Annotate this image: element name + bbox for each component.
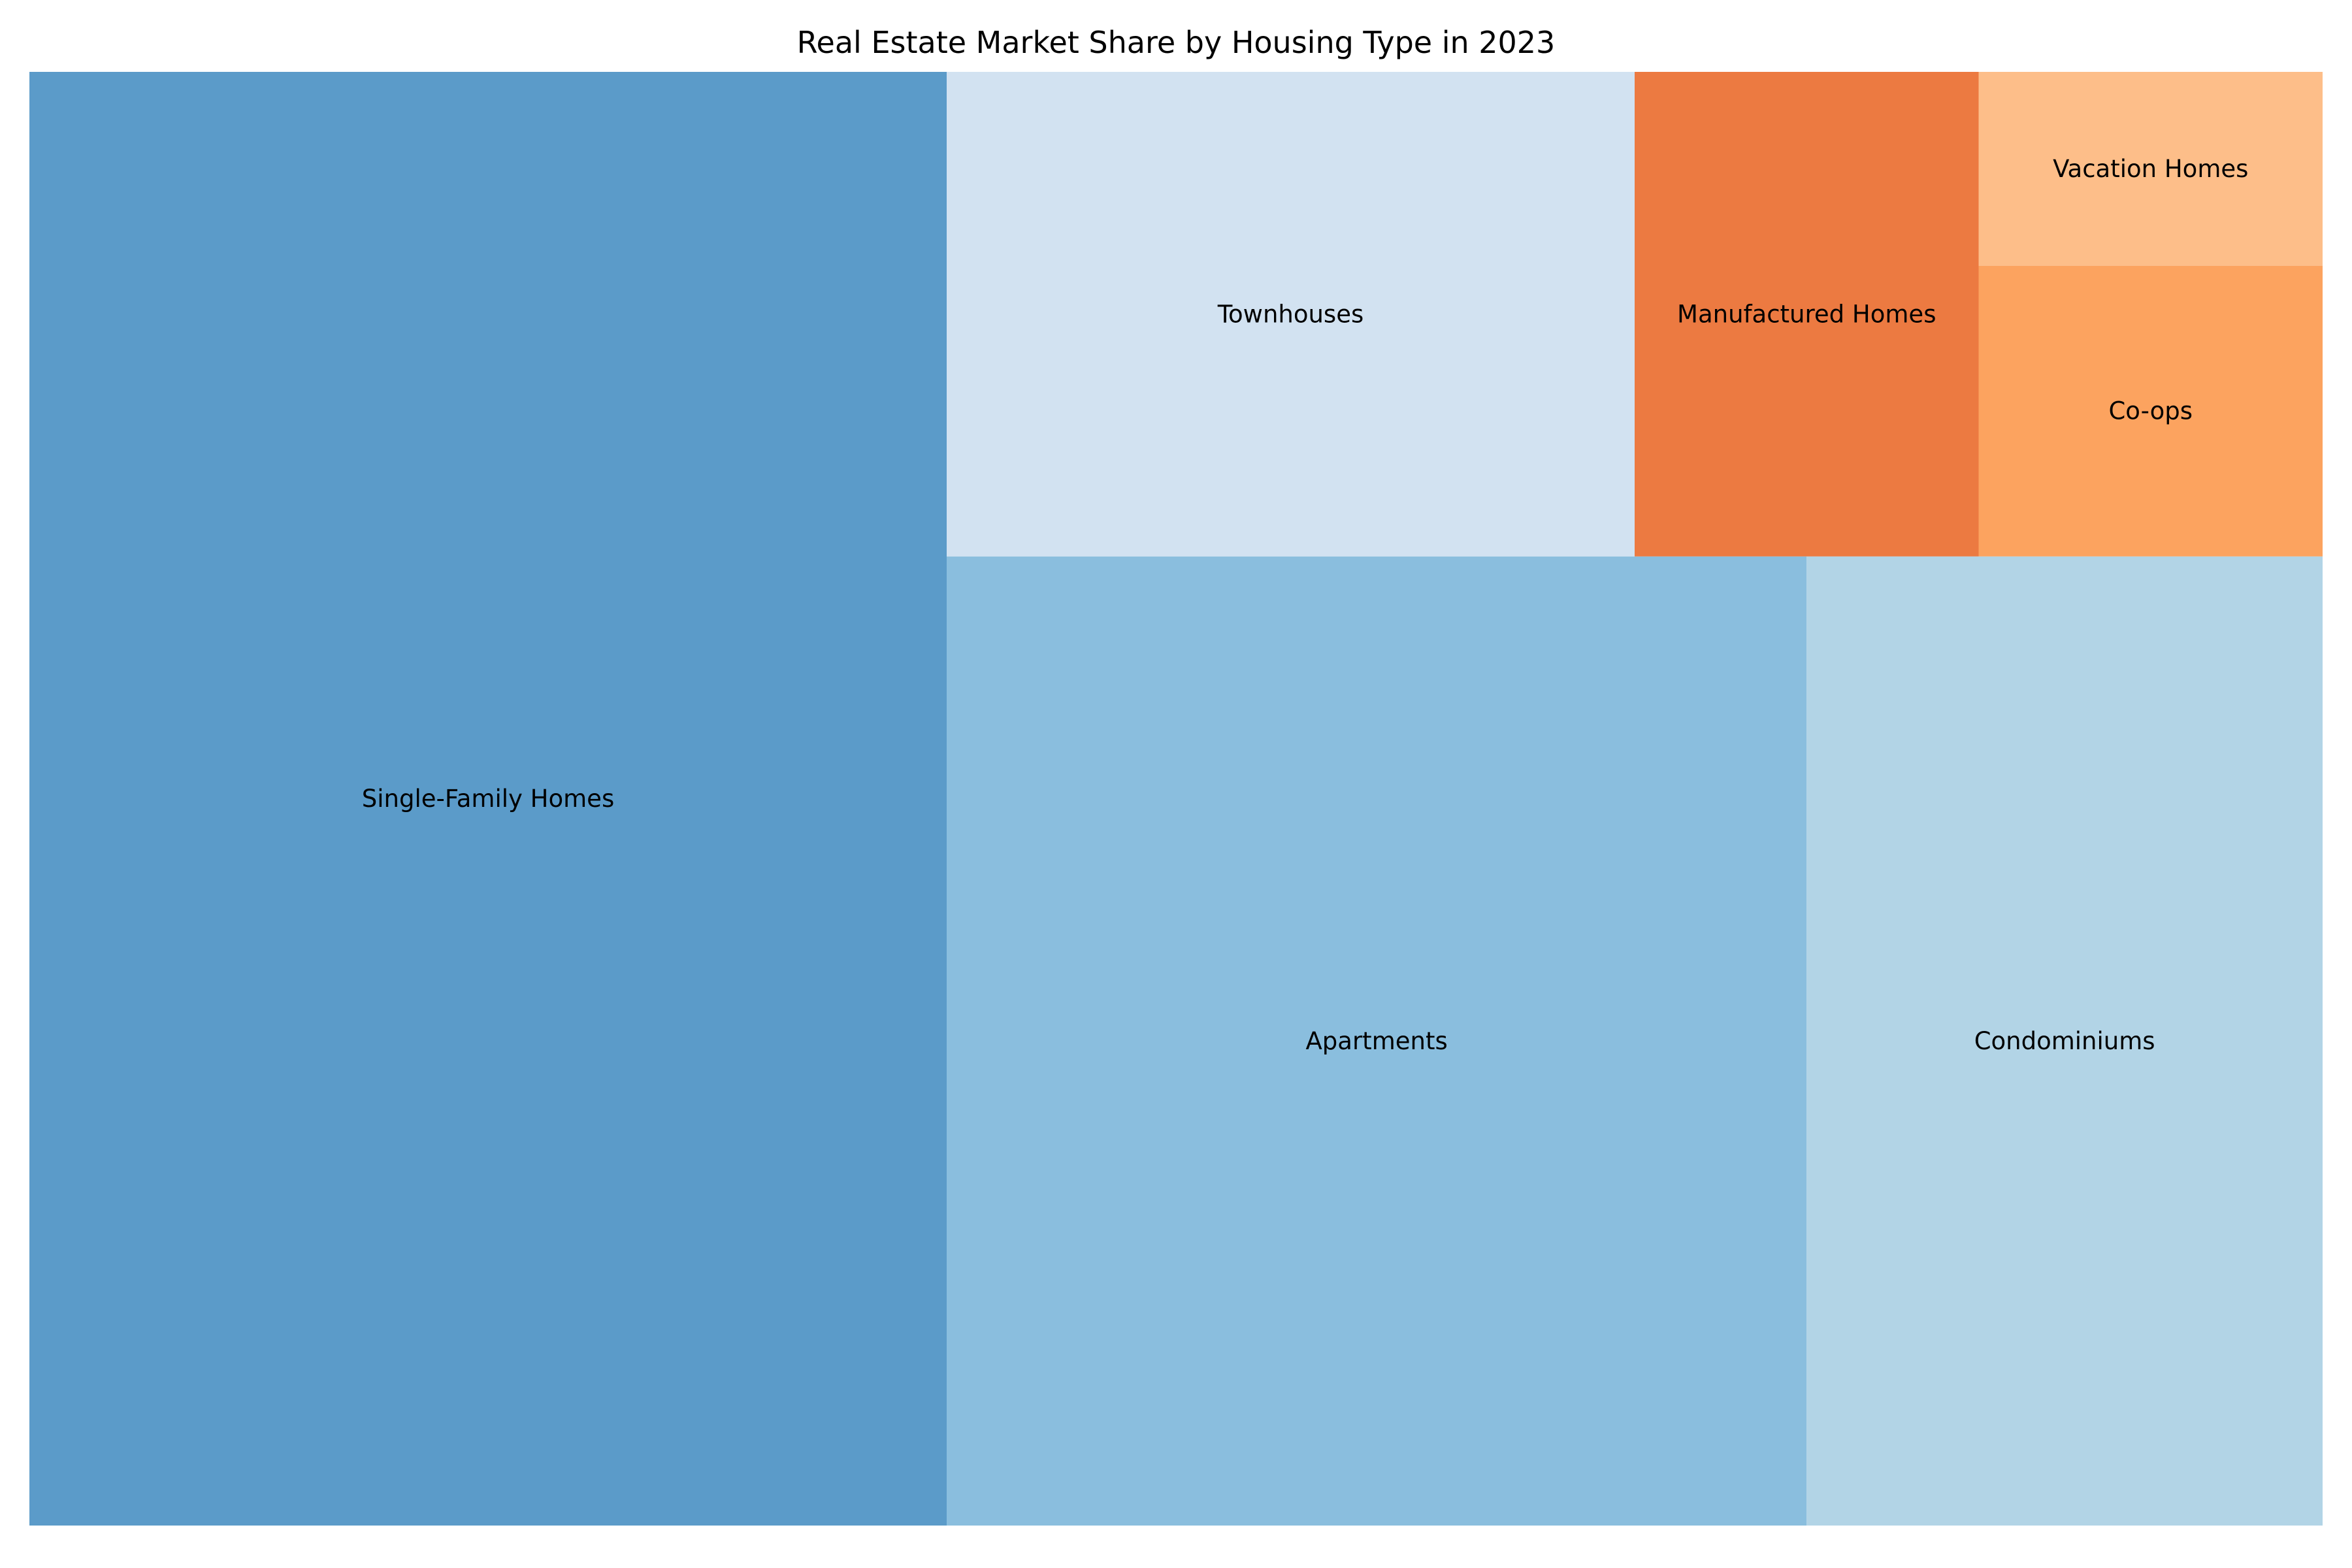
tile-rect-co-ops xyxy=(1978,265,2323,557)
tile-rect-manufactured-homes xyxy=(1635,72,1979,557)
tile-rect-apartments xyxy=(947,556,1807,1526)
tile-label-co-ops: Co-ops xyxy=(2108,397,2193,425)
tile-apartments: Apartments xyxy=(947,556,1807,1526)
tile-rect-condominiums xyxy=(1806,556,2323,1526)
tile-co-ops: Co-ops xyxy=(1978,265,2323,557)
tile-rect-single-family-homes xyxy=(29,72,947,1526)
chart-title: Real Estate Market Share by Housing Type… xyxy=(796,25,1556,60)
tile-label-single-family-homes: Single-Family Homes xyxy=(362,785,614,813)
tile-condominiums: Condominiums xyxy=(1806,556,2323,1526)
tile-label-condominiums: Condominiums xyxy=(1974,1027,2155,1055)
tile-townhouses: Townhouses xyxy=(947,72,1635,557)
tile-manufactured-homes: Manufactured Homes xyxy=(1635,72,1979,557)
tile-label-apartments: Apartments xyxy=(1306,1027,1448,1055)
tile-vacation-homes: Vacation Homes xyxy=(1978,72,2323,266)
tile-label-townhouses: Townhouses xyxy=(1217,300,1364,328)
tile-label-manufactured-homes: Manufactured Homes xyxy=(1677,300,1936,328)
tile-single-family-homes: Single-Family Homes xyxy=(29,72,947,1526)
tile-rect-townhouses xyxy=(947,72,1635,557)
tile-rect-vacation-homes xyxy=(1978,72,2323,266)
tile-label-vacation-homes: Vacation Homes xyxy=(2053,155,2248,183)
